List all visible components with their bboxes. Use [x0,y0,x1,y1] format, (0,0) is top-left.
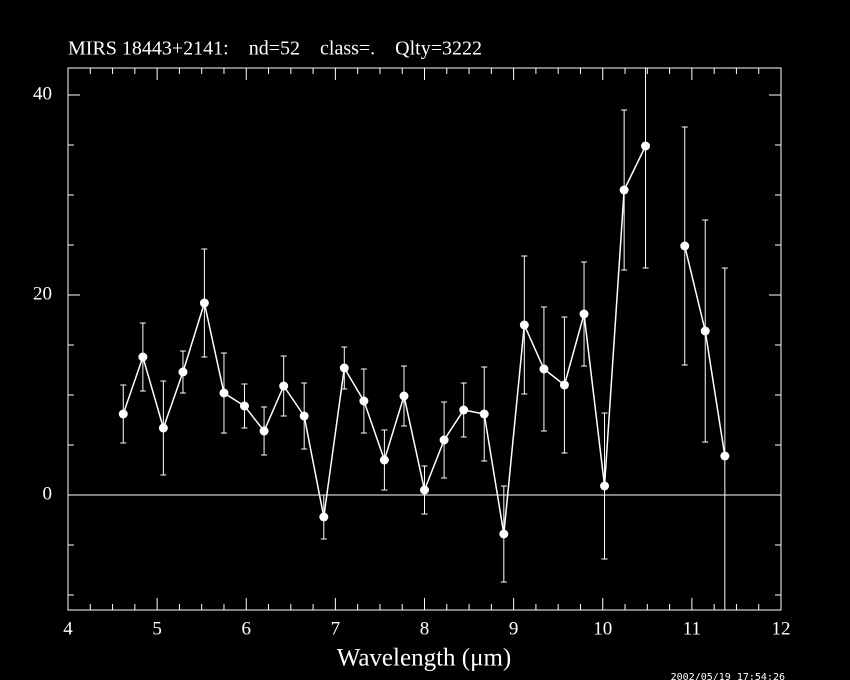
y-tick-label: 20 [33,283,52,304]
data-point [559,380,569,390]
x-tick-label: 4 [63,618,73,639]
data-point [279,381,289,391]
data-point [579,309,589,319]
chart-title: MIRS 18443+2141: nd=52 class=. Qlty=3222 [68,38,482,60]
y-tick-label: 40 [33,83,52,104]
data-point [158,423,168,433]
x-tick-label: 8 [420,618,430,639]
data-point [539,364,549,374]
plot-frame [67,67,782,611]
data-point [239,401,249,411]
x-tick-label: 6 [242,618,252,639]
data-point [499,529,509,539]
data-point [199,298,209,308]
data-point [720,451,730,461]
data-point [700,326,710,336]
data-point [299,411,309,421]
x-tick-label: 10 [593,618,612,639]
timestamp: 2002/05/19 17:54:26 [671,672,785,680]
data-point [459,405,469,415]
data-point [399,391,409,401]
y-tick-label: 0 [43,483,53,504]
data-point [600,481,610,491]
data-point [619,185,629,195]
data-point [339,363,349,373]
data-point [420,485,429,495]
data-point [379,455,389,465]
data-point [118,409,128,419]
x-tick-label: 9 [509,618,519,639]
data-point [219,388,229,398]
data-point [680,241,690,251]
data-point [439,435,449,445]
data-point [259,426,269,436]
x-tick-label: 11 [683,618,701,639]
x-tick-label: 5 [152,618,162,639]
plot-area [118,68,730,610]
x-tick-label: 7 [331,618,341,639]
data-point [319,512,329,522]
data-point [519,320,529,330]
data-point [479,409,489,419]
data-point [359,396,369,406]
x-tick-label: 12 [772,618,791,639]
x-axis-label: Wavelength (μm) [337,645,512,672]
data-point [178,367,188,377]
data-point [641,141,651,151]
data-point [138,352,148,362]
